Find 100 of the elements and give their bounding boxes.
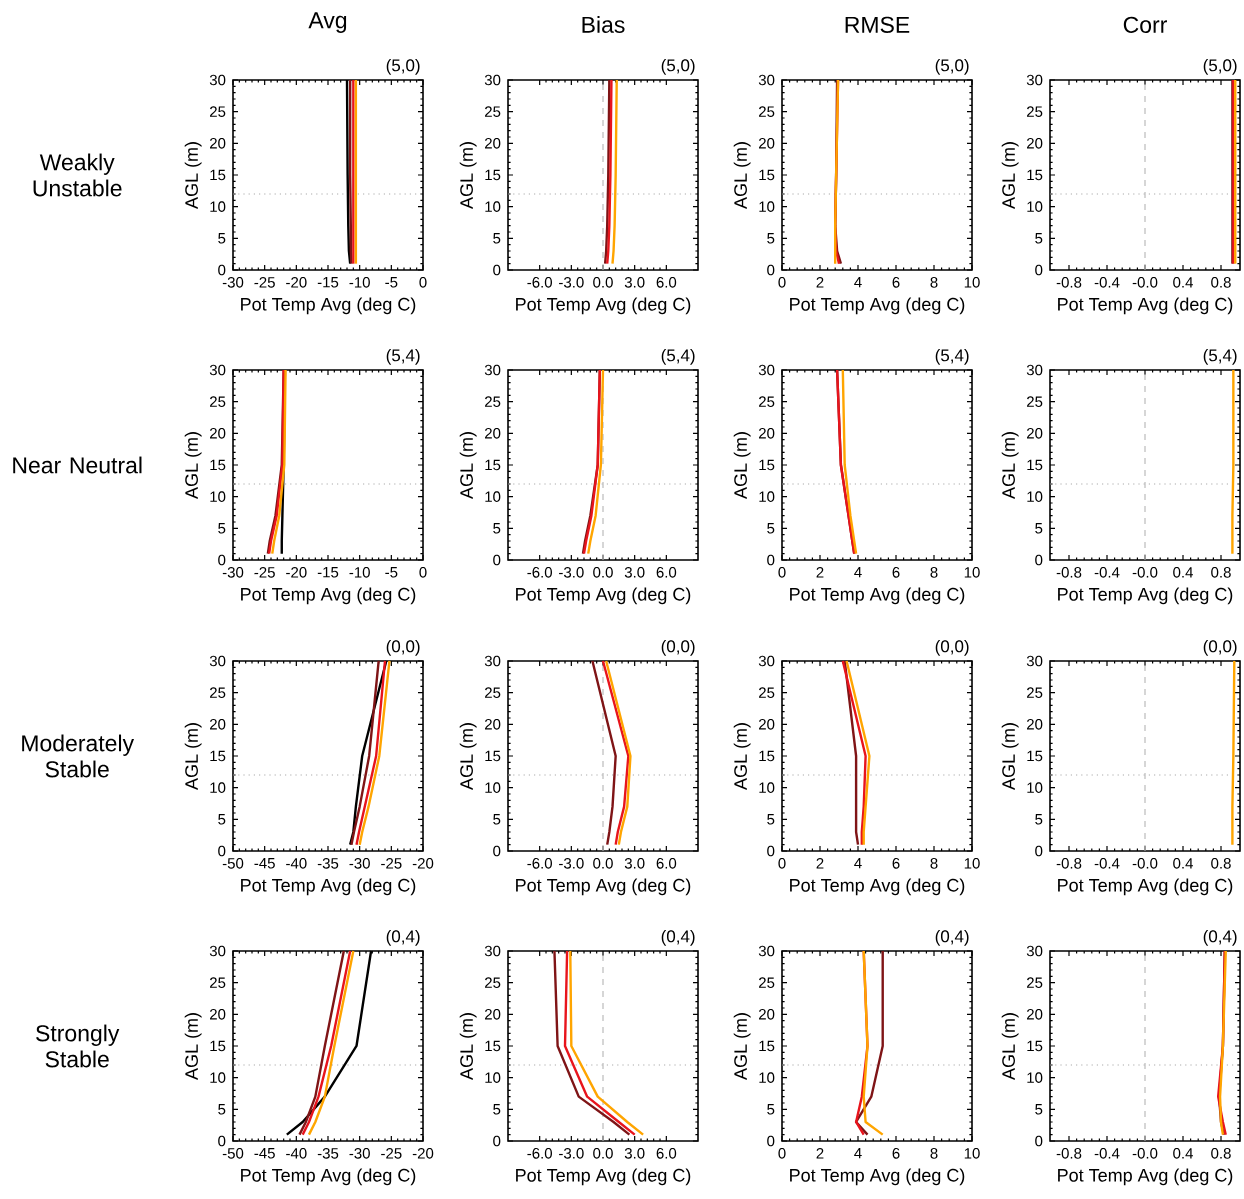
y-axis-title: AGL (m) xyxy=(733,1013,751,1080)
y-tick-label: 30 xyxy=(758,364,775,376)
text: (5,4) xyxy=(386,348,420,365)
x-tick-label: -6.0 xyxy=(527,858,552,869)
x-tick-label: 6.0 xyxy=(656,1148,677,1159)
y-tick-label: 15 xyxy=(210,169,226,181)
y-tick-label: 5 xyxy=(767,814,775,825)
x-tick-label: -0.8 xyxy=(1056,1148,1082,1159)
x-tick-label: 4 xyxy=(854,277,862,288)
x-tick-label: -3.0 xyxy=(559,858,584,869)
y-tick-label: 20 xyxy=(485,428,501,439)
y-tick-label: 30 xyxy=(484,364,501,376)
y-tick-label: 15 xyxy=(210,459,226,471)
y-tick-label: 30 xyxy=(484,74,501,86)
x-tick-label: -30 xyxy=(349,1148,370,1159)
y-tick-label: 0 xyxy=(767,1135,775,1147)
y-tick-label: 15 xyxy=(759,1040,775,1052)
x-tick-label: 3.0 xyxy=(624,1148,645,1159)
x-tick-label: -20 xyxy=(286,277,307,288)
y-tick-label: 30 xyxy=(209,74,226,86)
y-tick-label: 0 xyxy=(767,554,775,566)
x-tick-label: 0.4 xyxy=(1173,277,1193,288)
x-tick-label: -0.8 xyxy=(1056,277,1082,288)
x-tick-label: -20 xyxy=(286,567,307,578)
x-tick-label: -0.0 xyxy=(1132,567,1158,578)
x-axis-title: Pot Temp Avg (deg C) xyxy=(241,297,416,315)
y-tick-label: 15 xyxy=(210,750,226,762)
x-tick-label: 8 xyxy=(930,858,938,869)
x-tick-label: -50 xyxy=(222,1148,244,1159)
y-tick-label: 30 xyxy=(758,74,775,86)
y-tick-label: 30 xyxy=(1026,364,1043,376)
y-tick-label: 30 xyxy=(758,655,775,667)
text: (0,4) xyxy=(1203,929,1237,946)
x-axis-title: Pot Temp Avg (deg C) xyxy=(1058,587,1233,605)
x-tick-label: 0 xyxy=(778,277,786,288)
x-tick-label: -50 xyxy=(222,858,244,869)
x-tick-label: 6 xyxy=(892,858,900,869)
x-tick-label: 6.0 xyxy=(656,567,677,578)
x-tick-label: -0.0 xyxy=(1132,1148,1158,1159)
y-tick-label: 30 xyxy=(484,945,501,957)
x-tick-label: -0.0 xyxy=(1132,858,1158,869)
y-tick-label: 10 xyxy=(210,201,226,212)
y-axis-title: AGL (m) xyxy=(459,142,477,209)
x-tick-label: 10 xyxy=(964,858,980,869)
y-tick-label: 0 xyxy=(767,845,775,857)
y-axis-title: AGL (m) xyxy=(1001,142,1019,209)
y-tick-label: 20 xyxy=(485,138,501,149)
x-tick-label: -0.8 xyxy=(1056,567,1082,578)
y-tick-label: 25 xyxy=(1027,396,1043,407)
text: (5,4) xyxy=(1203,348,1237,365)
x-tick-label: 0.0 xyxy=(593,1148,613,1159)
y-tick-label: 10 xyxy=(485,1072,501,1083)
y-axis-title: AGL (m) xyxy=(184,142,202,209)
x-tick-label: 0.4 xyxy=(1173,567,1193,578)
x-axis-title: Pot Temp Avg (deg C) xyxy=(790,297,965,315)
y-tick-label: 0 xyxy=(1035,264,1043,276)
x-axis-title: Pot Temp Avg (deg C) xyxy=(1058,297,1233,315)
x-tick-label: -25 xyxy=(254,567,275,578)
y-tick-label: 25 xyxy=(759,396,775,407)
x-tick-label: -10 xyxy=(349,277,370,288)
y-tick-label: 5 xyxy=(493,814,501,825)
text: (5,0) xyxy=(386,58,420,75)
y-tick-label: 10 xyxy=(210,782,226,793)
x-tick-label: 0 xyxy=(778,567,786,578)
y-tick-label: 10 xyxy=(759,1072,775,1083)
y-tick-label: 10 xyxy=(485,782,501,793)
x-tick-label: 6 xyxy=(892,1148,900,1159)
x-tick-label: 2 xyxy=(816,1148,824,1159)
x-tick-label: 3.0 xyxy=(624,277,645,288)
y-tick-label: 5 xyxy=(1035,1104,1043,1115)
y-tick-label: 15 xyxy=(1027,750,1043,762)
y-tick-label: 0 xyxy=(1035,554,1043,566)
x-tick-label: 2 xyxy=(816,567,824,578)
x-tick-label: -25 xyxy=(381,1148,402,1159)
y-tick-label: 5 xyxy=(218,233,226,244)
x-tick-label: 0.4 xyxy=(1173,1148,1193,1159)
x-tick-label: -35 xyxy=(317,858,339,869)
y-tick-label: 5 xyxy=(767,1104,775,1115)
chart-title: RMSE xyxy=(845,16,910,33)
text: Weakly Unstable xyxy=(33,153,122,197)
y-tick-label: 25 xyxy=(1027,106,1043,117)
y-tick-label: 25 xyxy=(210,687,226,698)
x-tick-label: -30 xyxy=(222,277,244,288)
y-tick-label: 20 xyxy=(485,1009,501,1020)
x-tick-label: -0.4 xyxy=(1094,858,1120,869)
x-tick-label: -35 xyxy=(317,1148,339,1159)
x-tick-label: -20 xyxy=(412,858,434,869)
x-tick-label: 3.0 xyxy=(624,858,645,869)
text: (5,0) xyxy=(1203,58,1237,75)
y-axis-title: AGL (m) xyxy=(733,432,751,499)
chart-title: Avg xyxy=(308,12,347,33)
y-tick-label: 0 xyxy=(1035,1135,1043,1147)
y-tick-label: 10 xyxy=(759,782,775,793)
x-tick-label: -45 xyxy=(254,1148,275,1159)
y-tick-label: 5 xyxy=(767,523,775,534)
x-tick-label: 10 xyxy=(964,1148,980,1159)
y-tick-label: 10 xyxy=(1027,201,1043,212)
x-tick-label: -5 xyxy=(385,277,398,288)
x-tick-label: 8 xyxy=(930,277,938,288)
x-tick-label: -5 xyxy=(385,567,398,578)
